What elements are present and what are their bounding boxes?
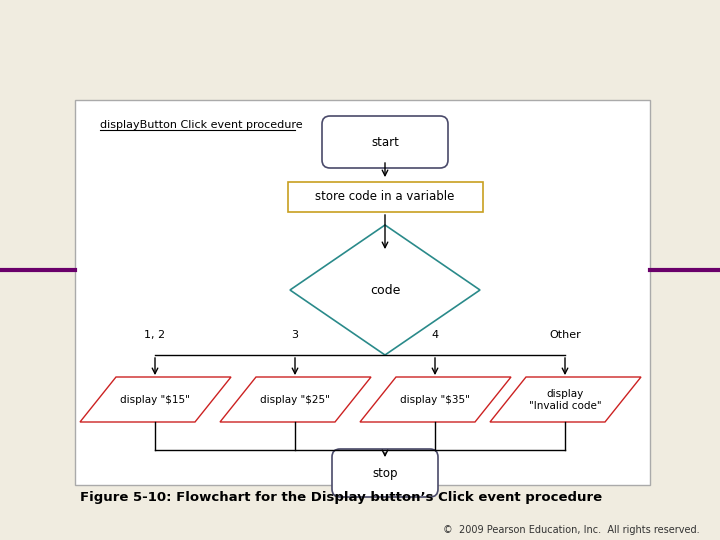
Polygon shape [80, 377, 231, 422]
Text: Other: Other [549, 330, 581, 340]
Text: start: start [371, 136, 399, 148]
FancyBboxPatch shape [332, 449, 438, 497]
Text: display
"Invalid code": display "Invalid code" [528, 389, 601, 411]
Text: store code in a variable: store code in a variable [315, 191, 455, 204]
Polygon shape [490, 377, 641, 422]
Bar [288, 182, 483, 212]
Text: ©  2009 Pearson Education, Inc.  All rights reserved.: © 2009 Pearson Education, Inc. All right… [444, 525, 700, 535]
FancyBboxPatch shape [75, 100, 650, 485]
Polygon shape [290, 225, 480, 355]
Text: code: code [370, 284, 400, 296]
Polygon shape [220, 377, 371, 422]
Text: displayButton Click event procedure: displayButton Click event procedure [100, 120, 302, 130]
Polygon shape [360, 377, 511, 422]
Text: Figure 5-10: Flowchart for the Display button’s Click event procedure: Figure 5-10: Flowchart for the Display b… [80, 491, 602, 504]
Text: display "$35": display "$35" [400, 395, 470, 405]
Text: 4: 4 [431, 330, 438, 340]
Text: 1, 2: 1, 2 [145, 330, 166, 340]
Text: display "$15": display "$15" [120, 395, 190, 405]
Text: stop: stop [372, 467, 397, 480]
Text: display "$25": display "$25" [260, 395, 330, 405]
FancyBboxPatch shape [322, 116, 448, 168]
Text: 3: 3 [292, 330, 299, 340]
